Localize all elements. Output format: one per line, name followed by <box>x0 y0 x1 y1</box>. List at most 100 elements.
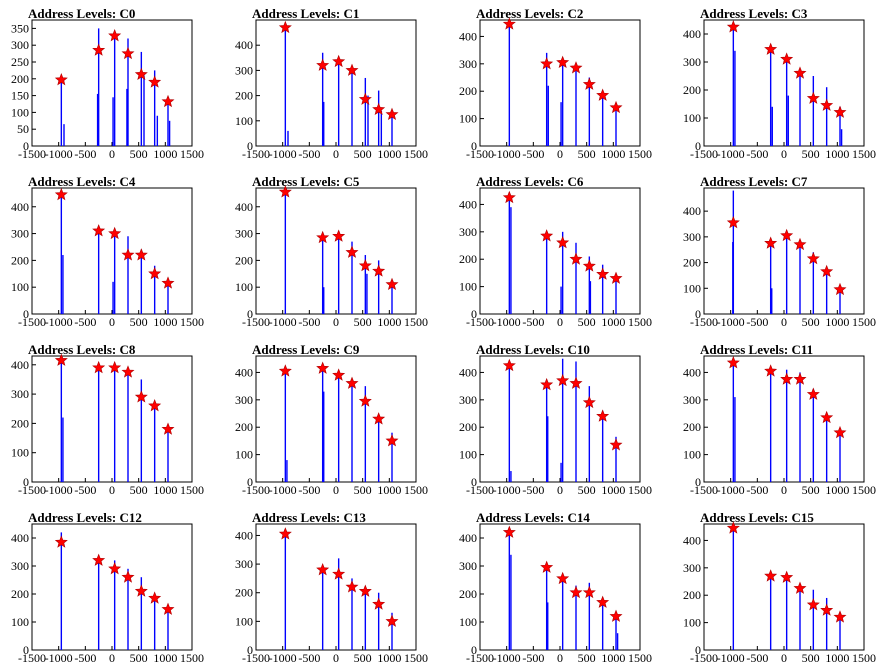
x-tick-label: 500 <box>578 651 596 665</box>
y-tick-label: 400 <box>683 533 701 547</box>
x-tick-label: -1500 <box>466 483 494 497</box>
y-tick-label: 100 <box>11 446 29 460</box>
x-tick-label: 0 <box>557 651 563 665</box>
y-tick-label: 300 <box>235 63 253 77</box>
chart-panel-c15: Address Levels: C15 0 100 200 300 400 -1500 -10… <box>672 504 896 672</box>
chart-plot: 0 100 200 300 400 -1500-1000 -500 0 500 1000 1500 <box>235 355 428 497</box>
chart-title: Address Levels: C2 <box>476 6 584 21</box>
star-marker <box>764 569 778 582</box>
y-tick-label: 300 <box>11 38 29 52</box>
star-marker <box>345 580 359 593</box>
x-tick-label: 0 <box>333 315 339 329</box>
chart-panel-c0: Address Levels: C0 0 50 100 150 200 250 300 350 -… <box>0 0 224 168</box>
x-tick-label: -500 <box>74 651 96 665</box>
y-tick-label: 0 <box>471 139 477 153</box>
star-marker <box>54 72 68 86</box>
chart-plot: 0 100 200 300 400 -1500-1000 -500 0 500 1000 1500 <box>459 17 652 161</box>
y-tick-label: 0 <box>247 307 253 321</box>
chart-title: Address Levels: C4 <box>28 174 136 189</box>
chart-title: Address Levels: C5 <box>252 174 360 189</box>
chart-panel-c6: Address Levels: C6 0 100 200 300 400 -1500 -100… <box>448 168 672 336</box>
x-tick-label: 1500 <box>628 147 652 161</box>
chart-title: Address Levels: C6 <box>476 174 584 189</box>
star-marker <box>833 425 847 439</box>
star-marker <box>609 100 623 114</box>
y-tick-label: 400 <box>459 29 477 43</box>
y-tick-label: 0 <box>695 307 701 321</box>
star-marker <box>540 560 554 573</box>
star-marker <box>316 58 330 71</box>
y-tick-label: 100 <box>683 281 701 295</box>
star-marker <box>54 353 68 366</box>
y-tick-label: 100 <box>235 614 253 628</box>
star-marker <box>726 521 740 534</box>
star-marker <box>820 410 834 424</box>
x-tick-label: 0 <box>333 483 339 497</box>
x-tick-label: -1500 <box>466 147 494 161</box>
x-tick-label: 1000 <box>153 483 177 497</box>
y-tick-label: 0 <box>471 643 477 657</box>
chart-plot: 0 100 200 300 400 -1500-1000 -500 0 500 1000 1500 <box>235 185 428 329</box>
x-tick-label: 0 <box>781 483 787 497</box>
x-tick-label: 500 <box>354 651 372 665</box>
y-tick-label: 300 <box>11 559 29 573</box>
star-marker <box>345 245 359 258</box>
y-tick-label: 0 <box>247 643 253 657</box>
y-tick-label: 0 <box>23 307 29 321</box>
star-marker <box>108 226 122 240</box>
x-tick-label: -1000 <box>45 651 73 665</box>
star-marker <box>148 591 162 604</box>
star-marker <box>345 63 359 76</box>
star-marker <box>372 597 386 610</box>
chart-plot: 0 100 200 300 400 -1500-1000 -500 0 500 1000 1500 <box>235 523 428 665</box>
star-marker <box>806 597 820 611</box>
star-marker <box>820 264 834 278</box>
star-marker <box>161 602 175 615</box>
y-tick-label: 150 <box>11 89 29 103</box>
star-marker <box>108 28 122 42</box>
star-marker <box>793 581 807 594</box>
y-tick-label: 300 <box>235 557 253 571</box>
x-tick-label: -500 <box>74 483 96 497</box>
x-tick-label: -500 <box>522 315 544 329</box>
y-tick-label: 0 <box>23 475 29 489</box>
chart-panel-c11: Address Levels: C11 0 100 200 300 400 -1500 -10… <box>672 336 896 504</box>
x-tick-label: 0 <box>333 651 339 665</box>
star-marker <box>596 267 610 280</box>
star-marker <box>278 364 292 377</box>
y-tick-label: 300 <box>683 55 701 69</box>
x-tick-label: 1500 <box>628 315 652 329</box>
x-tick-label: 1000 <box>377 651 401 665</box>
x-tick-label: -500 <box>298 315 320 329</box>
x-tick-label: -1500 <box>466 651 494 665</box>
x-tick-label: -1000 <box>493 651 521 665</box>
y-tick-label: 100 <box>683 111 701 125</box>
star-marker <box>134 248 148 261</box>
star-marker <box>358 394 372 407</box>
y-tick-label: 400 <box>11 200 29 214</box>
star-marker <box>121 365 135 378</box>
star-marker <box>726 215 740 229</box>
y-tick-label: 400 <box>11 531 29 545</box>
x-tick-label: 1500 <box>404 651 428 665</box>
y-tick-label: 400 <box>11 358 29 372</box>
x-tick-label: -1500 <box>690 315 718 329</box>
chart-plot: 0 100 200 300 400 -1500-1000 -500 0 500 1000 1500 <box>459 523 652 665</box>
x-tick-label: 1000 <box>601 147 625 161</box>
star-marker <box>556 55 570 68</box>
y-tick-label: 200 <box>683 588 701 602</box>
chart-title: Address Levels: C1 <box>252 6 360 21</box>
y-tick-label: 300 <box>11 387 29 401</box>
y-tick-label: 200 <box>459 420 477 434</box>
x-tick-label: 500 <box>802 483 820 497</box>
x-tick-label: 0 <box>333 147 339 161</box>
star-marker <box>556 373 570 387</box>
chart-title: Address Levels: C7 <box>700 174 808 189</box>
y-tick-label: 100 <box>11 105 29 119</box>
star-marker <box>92 224 106 237</box>
y-tick-label: 300 <box>459 57 477 71</box>
y-tick-label: 300 <box>11 227 29 241</box>
x-tick-label: 500 <box>578 147 596 161</box>
chart-plot: 0 100 200 300 400 -1500-1000 -500 0 500 1000 1500 <box>683 521 876 665</box>
